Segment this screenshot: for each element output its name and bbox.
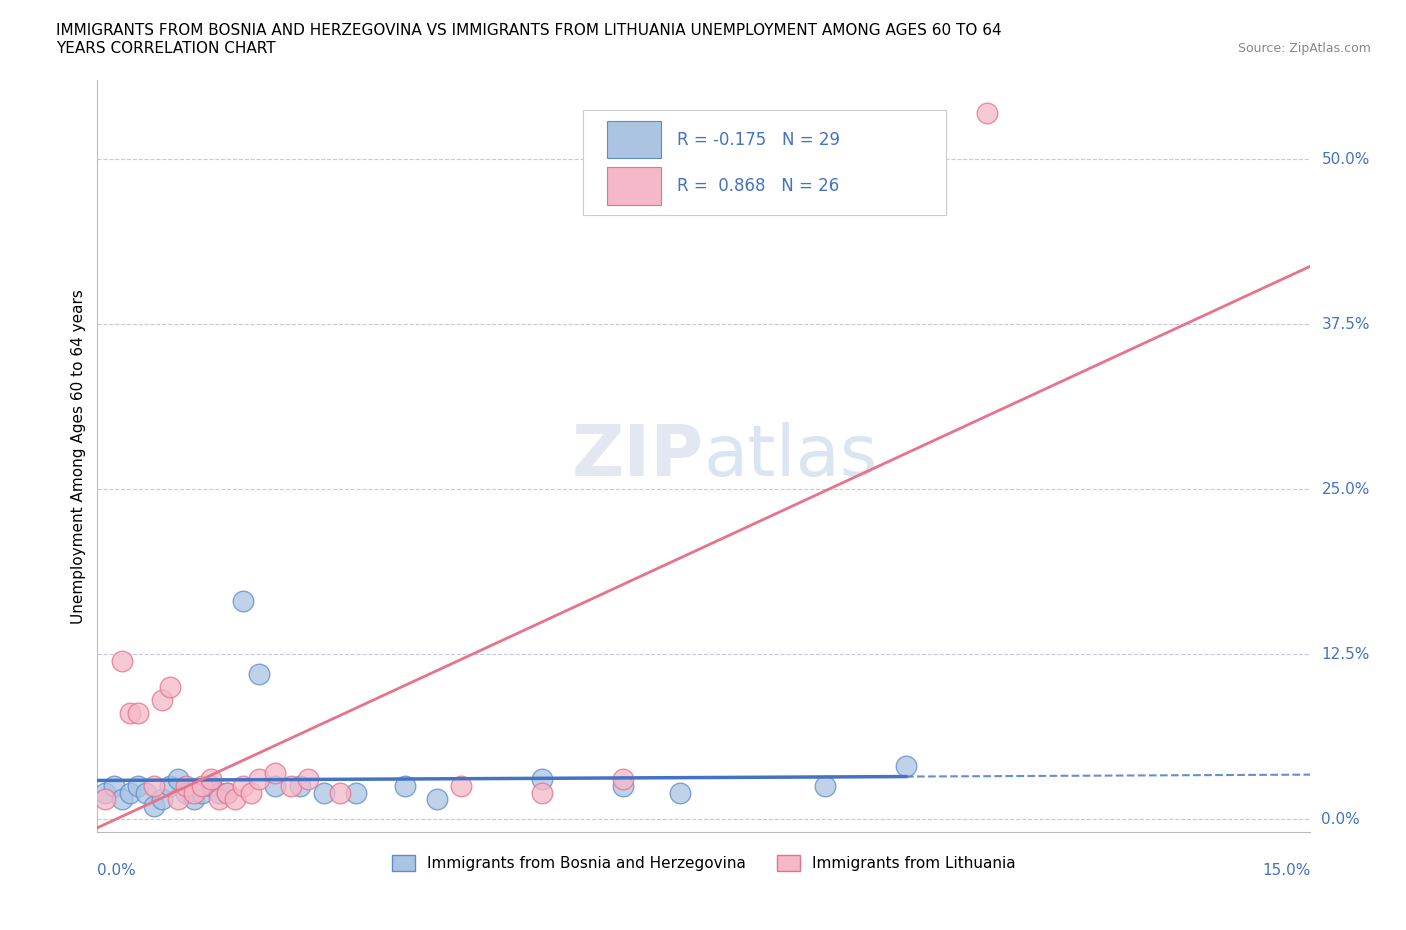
Point <box>167 772 190 787</box>
Point <box>191 785 214 800</box>
Point <box>103 778 125 793</box>
Text: 0.0%: 0.0% <box>1322 812 1360 827</box>
Text: R =  0.868   N = 26: R = 0.868 N = 26 <box>678 177 839 195</box>
Point <box>200 772 222 787</box>
Point <box>232 778 254 793</box>
Point <box>127 778 149 793</box>
Point <box>247 667 270 682</box>
Point <box>183 791 205 806</box>
Text: 15.0%: 15.0% <box>1263 863 1310 878</box>
Point <box>118 706 141 721</box>
Point <box>167 791 190 806</box>
Point <box>159 680 181 695</box>
Point <box>94 791 117 806</box>
Point <box>110 653 132 668</box>
Point <box>150 791 173 806</box>
Point <box>215 785 238 800</box>
Point <box>232 594 254 609</box>
Text: IMMIGRANTS FROM BOSNIA AND HERZEGOVINA VS IMMIGRANTS FROM LITHUANIA UNEMPLOYMENT: IMMIGRANTS FROM BOSNIA AND HERZEGOVINA V… <box>56 23 1002 56</box>
Point <box>127 706 149 721</box>
Point <box>612 778 634 793</box>
Point <box>176 785 198 800</box>
Point <box>426 791 449 806</box>
Point <box>135 785 157 800</box>
Text: ZIP: ZIP <box>572 421 704 491</box>
Point <box>142 799 165 814</box>
Text: R = -0.175   N = 29: R = -0.175 N = 29 <box>678 131 841 149</box>
Point <box>288 778 311 793</box>
Point <box>531 785 554 800</box>
Point <box>450 778 472 793</box>
Point <box>668 785 690 800</box>
Point <box>394 778 416 793</box>
FancyBboxPatch shape <box>607 167 661 205</box>
Y-axis label: Unemployment Among Ages 60 to 64 years: Unemployment Among Ages 60 to 64 years <box>72 288 86 624</box>
Point <box>264 778 287 793</box>
Point <box>264 765 287 780</box>
Point <box>142 778 165 793</box>
Point <box>191 778 214 793</box>
Point <box>247 772 270 787</box>
Point <box>312 785 335 800</box>
Point <box>118 785 141 800</box>
Point <box>240 785 263 800</box>
Point <box>280 778 302 793</box>
Text: 50.0%: 50.0% <box>1322 152 1369 166</box>
Point <box>894 759 917 774</box>
Point <box>150 693 173 708</box>
Point <box>215 785 238 800</box>
Text: 12.5%: 12.5% <box>1322 646 1369 661</box>
Point <box>976 106 998 121</box>
Point <box>224 791 246 806</box>
Text: atlas: atlas <box>704 421 879 491</box>
Point <box>329 785 352 800</box>
Point <box>183 785 205 800</box>
Text: 37.5%: 37.5% <box>1322 317 1369 332</box>
Text: 25.0%: 25.0% <box>1322 482 1369 497</box>
Point <box>612 772 634 787</box>
Legend: Immigrants from Bosnia and Herzegovina, Immigrants from Lithuania: Immigrants from Bosnia and Herzegovina, … <box>387 849 1022 877</box>
Text: 0.0%: 0.0% <box>97 863 136 878</box>
Text: Source: ZipAtlas.com: Source: ZipAtlas.com <box>1237 42 1371 55</box>
Point <box>176 778 198 793</box>
Point <box>110 791 132 806</box>
Point <box>94 785 117 800</box>
Point <box>814 778 837 793</box>
Point <box>297 772 319 787</box>
FancyBboxPatch shape <box>607 121 661 158</box>
Point <box>208 785 231 800</box>
FancyBboxPatch shape <box>582 110 946 216</box>
Point <box>208 791 231 806</box>
Point <box>344 785 367 800</box>
Point <box>200 778 222 793</box>
Point <box>159 778 181 793</box>
Point <box>531 772 554 787</box>
